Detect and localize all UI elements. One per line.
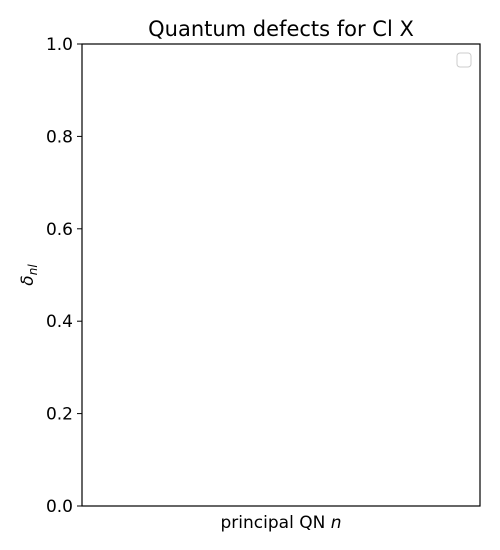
x-axis-label-text: principal QN: [221, 513, 331, 533]
y-axis-label-subscript: nl: [26, 264, 40, 276]
y-axis-ticks: 0.0 0.2 0.4 0.6 0.8 1.0: [46, 35, 82, 517]
y-tick-label: 0.8: [46, 127, 73, 147]
empty-legend-box: [456, 52, 472, 68]
y-axis-label-symbol: δ: [18, 275, 38, 285]
chart-title: Quantum defects for Cl X: [148, 17, 414, 41]
y-tick-label: 0.4: [46, 312, 73, 332]
plot-area-frame: [81, 43, 481, 507]
y-tick-label: 1.0: [46, 35, 73, 55]
y-tick-label: 0.2: [46, 405, 73, 425]
x-axis-label: principal QN n: [221, 513, 342, 533]
y-tick-label: 0.0: [46, 497, 73, 517]
x-axis-label-variable: n: [331, 513, 342, 533]
y-axis-label: δnl: [18, 264, 40, 286]
y-tick-label: 0.6: [46, 220, 73, 240]
